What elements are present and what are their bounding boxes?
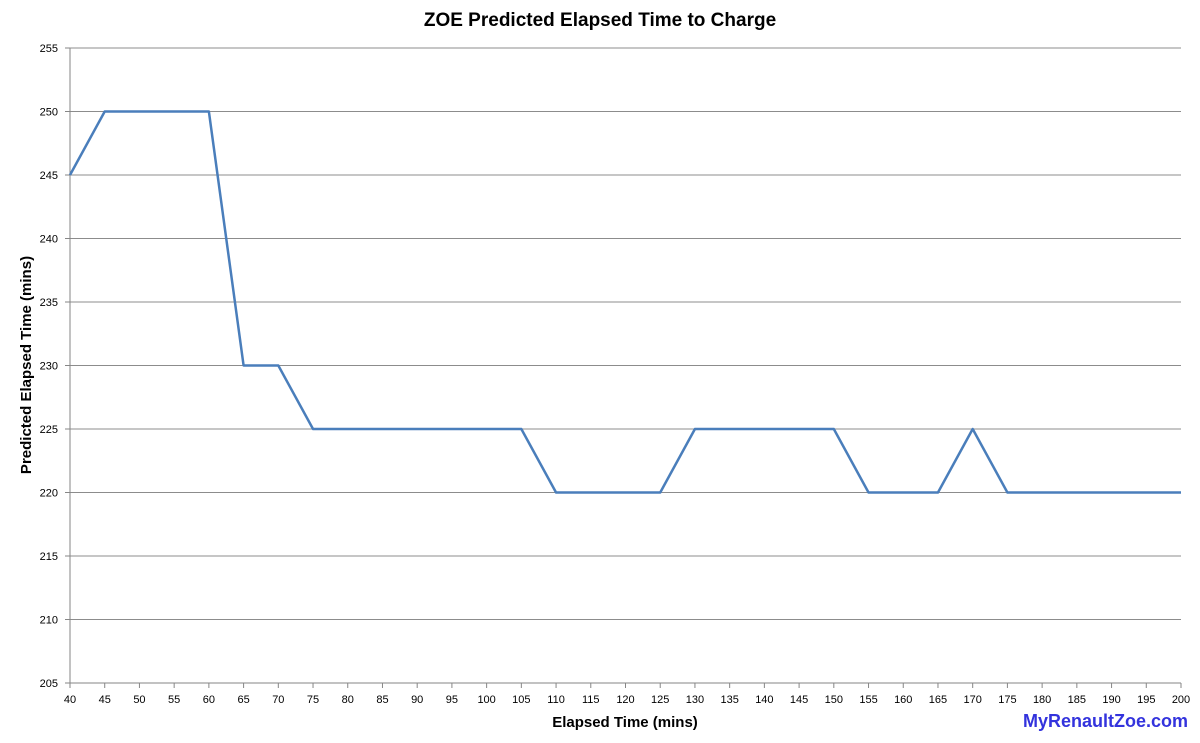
y-axis-title: Predicted Elapsed Time (mins) bbox=[18, 256, 35, 474]
y-tick-label: 235 bbox=[40, 297, 58, 309]
y-tick-label: 215 bbox=[40, 551, 58, 563]
series-line bbox=[68, 110, 1181, 494]
y-tick-label: 250 bbox=[40, 107, 58, 119]
x-tick-label: 85 bbox=[376, 694, 388, 706]
x-tick-label: 110 bbox=[547, 694, 565, 706]
chart-title: ZOE Predicted Elapsed Time to Charge bbox=[424, 10, 776, 31]
y-tick-label: 255 bbox=[40, 43, 58, 55]
x-tick-label: 45 bbox=[99, 694, 111, 706]
x-tick-label: 175 bbox=[998, 694, 1016, 706]
y-tick-label: 230 bbox=[40, 361, 58, 373]
x-tick-label: 165 bbox=[929, 694, 947, 706]
x-tick-label: 130 bbox=[686, 694, 704, 706]
x-tick-label: 160 bbox=[894, 694, 912, 706]
x-tick-label: 135 bbox=[720, 694, 738, 706]
x-tick-label: 150 bbox=[825, 694, 843, 706]
y-tick-label: 205 bbox=[40, 678, 58, 690]
x-tick-label: 170 bbox=[964, 694, 982, 706]
x-tick-label: 40 bbox=[64, 694, 76, 706]
y-tick-label: 240 bbox=[40, 234, 58, 246]
y-tick-label: 225 bbox=[40, 424, 58, 436]
x-tick-label: 65 bbox=[237, 694, 249, 706]
x-tick-label: 140 bbox=[755, 694, 773, 706]
x-tick-label: 100 bbox=[477, 694, 495, 706]
y-tick-label: 245 bbox=[40, 170, 58, 182]
y-tick-label: 210 bbox=[40, 615, 58, 627]
x-tick-labels: 40 45 50 55 60 65 70 75 80 85 90 95 100 105 110 115 120 1… bbox=[64, 694, 1190, 706]
y-tick-label: 220 bbox=[40, 488, 58, 500]
y-tick-labels: 205 210 215 220 225 230 235 240 245 250 255 bbox=[40, 43, 58, 690]
x-tick-label: 195 bbox=[1137, 694, 1155, 706]
x-tick-label: 125 bbox=[651, 694, 669, 706]
x-tick-label: 90 bbox=[411, 694, 423, 706]
watermark-logo: MyRenaultZoe.com bbox=[1022, 711, 1188, 731]
x-tick-label: 75 bbox=[307, 694, 319, 706]
x-tick-label: 155 bbox=[859, 694, 877, 706]
x-tick-label: 185 bbox=[1068, 694, 1086, 706]
axes bbox=[65, 47, 1182, 688]
x-axis-title: Elapsed Time (mins) bbox=[552, 714, 698, 731]
x-tick-label: 50 bbox=[133, 694, 145, 706]
x-tick-label: 95 bbox=[446, 694, 458, 706]
series-group bbox=[68, 110, 1181, 494]
x-tick-label: 80 bbox=[342, 694, 354, 706]
x-tick-label: 60 bbox=[203, 694, 215, 706]
gridlines bbox=[70, 47, 1181, 620]
x-tick-label: 200 bbox=[1172, 694, 1190, 706]
x-tick-label: 115 bbox=[582, 694, 600, 706]
x-tick-label: 180 bbox=[1033, 694, 1051, 706]
x-tick-label: 70 bbox=[272, 694, 284, 706]
x-tick-label: 145 bbox=[790, 694, 808, 706]
x-tick-label: 190 bbox=[1102, 694, 1120, 706]
x-tick-label: 120 bbox=[616, 694, 634, 706]
x-tick-label: 55 bbox=[168, 694, 180, 706]
x-tick-label: 105 bbox=[512, 694, 530, 706]
